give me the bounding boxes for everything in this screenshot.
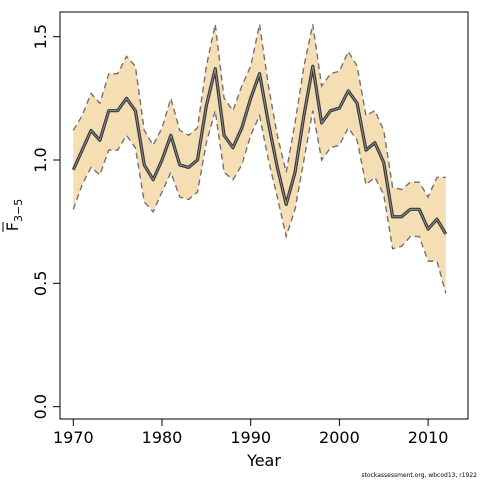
x-tick-label: 1980: [142, 428, 183, 447]
estimate-line-highlight: [72, 65, 447, 235]
y-tick-label: 1.5: [31, 24, 50, 49]
axes-layer: 1970 1980 1990 2000 2010 0.0 0.5 1.0 1.5: [31, 11, 469, 447]
y-axis-title: F3−5: [3, 199, 25, 231]
lower-bound-line: [72, 110, 447, 294]
y-axis-title-main: F: [3, 222, 22, 231]
y-axis-title-subscript: 3−5: [12, 199, 25, 222]
x-tick-label: 2000: [319, 428, 360, 447]
plot-frame: [59, 11, 469, 420]
x-tick-label: 1990: [230, 428, 271, 447]
y-tick-label: 0.0: [31, 394, 50, 419]
y-tick-label: 0.5: [31, 271, 50, 296]
credit-text: stockassessment.org, wbcod13, r1922: [361, 472, 477, 479]
y-tick-label: 1.0: [31, 147, 50, 172]
confidence-band: [73, 24, 446, 294]
plot-layer: [71, 24, 448, 294]
x-tick-label: 1970: [53, 428, 94, 447]
x-axis-title: Year: [246, 451, 281, 470]
x-tick-label: 2010: [408, 428, 449, 447]
